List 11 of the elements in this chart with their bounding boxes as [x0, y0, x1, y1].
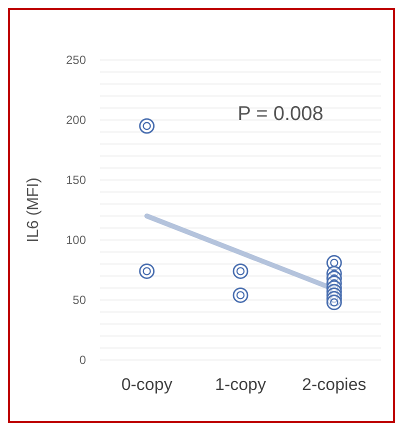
y-tick-label: 50	[72, 293, 86, 308]
y-tick-label: 250	[66, 53, 86, 68]
y-axis-title: IL6 (MFI)	[25, 178, 42, 242]
x-tick-label: 1-copy	[214, 375, 267, 394]
x-tick-label: 2-copies	[302, 375, 366, 394]
x-tick-label: 0-copy	[121, 375, 173, 394]
y-tick-label: 150	[66, 173, 86, 188]
annotation: P = 0.008	[238, 103, 324, 125]
y-tick-label: 100	[66, 233, 86, 248]
y-tick-label: 200	[66, 113, 86, 128]
y-tick-label: 0	[79, 353, 86, 368]
